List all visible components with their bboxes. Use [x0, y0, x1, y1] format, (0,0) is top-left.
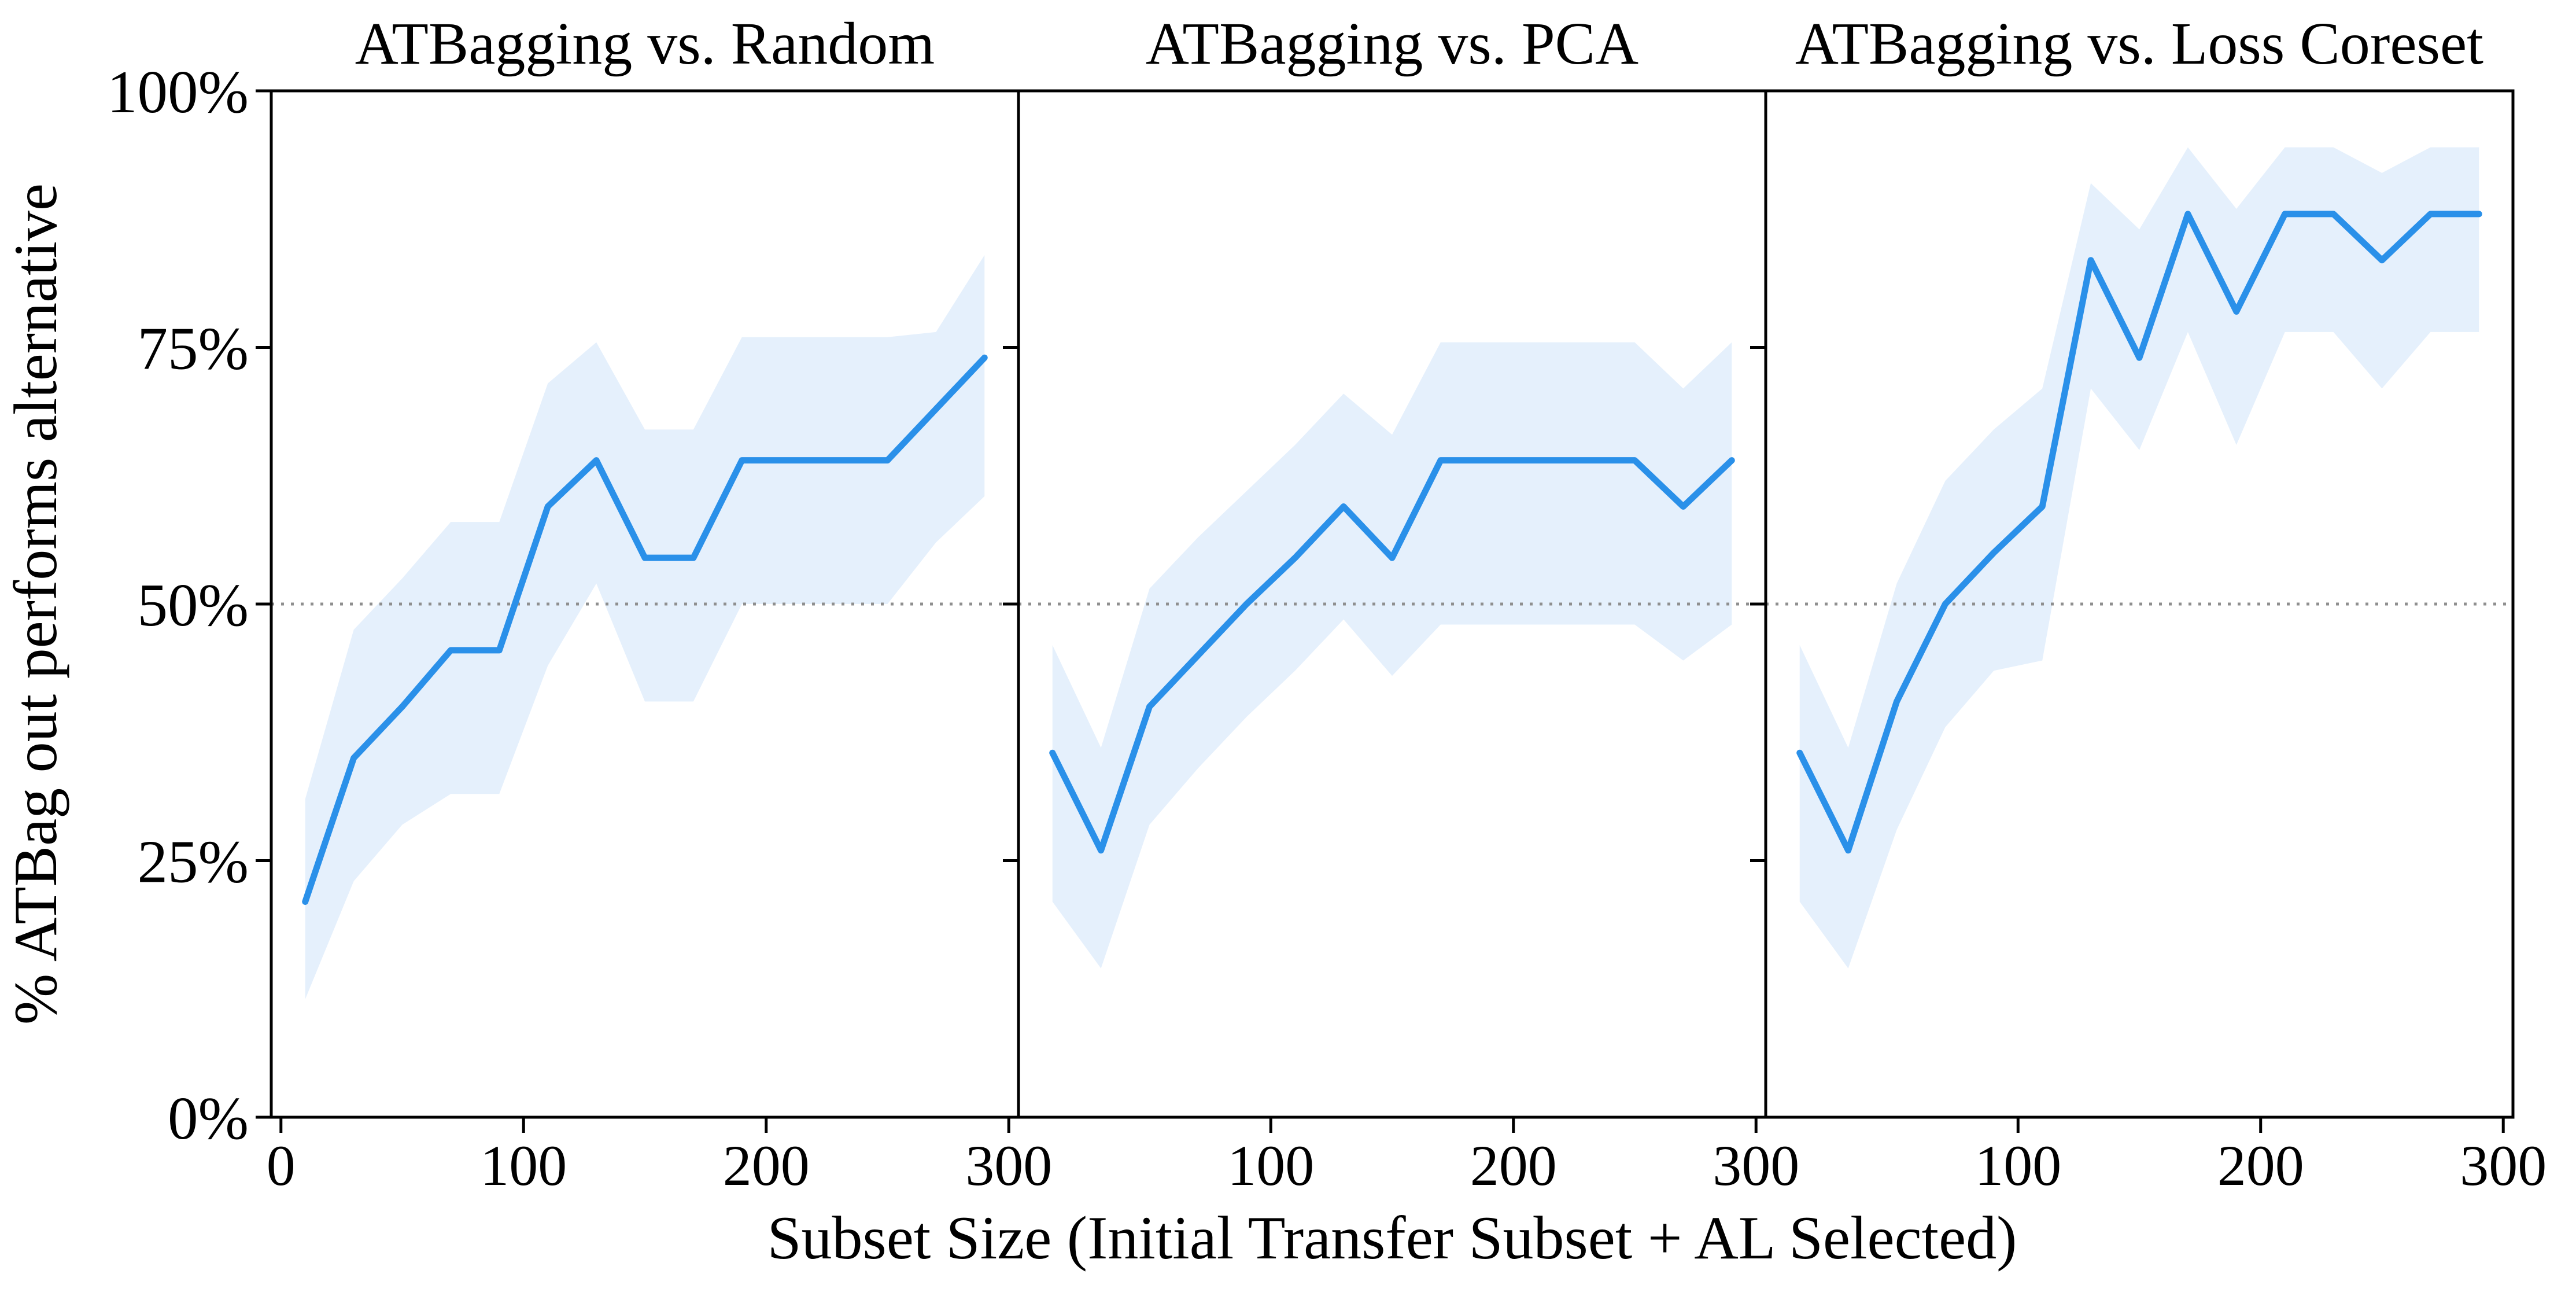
x-tick-label: 300: [2460, 1133, 2547, 1198]
x-tick-label: 100: [480, 1133, 567, 1198]
x-tick-label: 300: [965, 1133, 1052, 1198]
x-tick-label: 300: [1713, 1133, 1799, 1198]
series-line: [1049, 457, 1735, 854]
x-tick-label: 200: [723, 1133, 810, 1198]
confidence-band: [1052, 342, 1732, 969]
y-tick-label: 75%: [138, 315, 249, 382]
series-line: [1796, 211, 2482, 854]
x-tick-label: 200: [1470, 1133, 1557, 1198]
x-tick-label: 200: [2217, 1133, 2304, 1198]
confidence-band: [1799, 147, 2479, 969]
y-tick-label: 100%: [107, 58, 249, 126]
x-tick-label: 100: [1975, 1133, 2061, 1198]
x-axis-label: Subset Size (Initial Transfer Subset + A…: [767, 1204, 2017, 1272]
y-tick-label: 25%: [138, 828, 249, 896]
y-tick-label: 50%: [138, 571, 249, 639]
panel-title-pca: ATBagging vs. PCA: [1145, 10, 1639, 77]
y-axis-label: % ATBag out performs alternative: [2, 183, 69, 1025]
y-tick-label: 0%: [168, 1084, 249, 1152]
x-tick-label: 0: [267, 1133, 296, 1198]
x-tick-label: 100: [1227, 1133, 1314, 1198]
panel-title-loss-coreset: ATBagging vs. Loss Coreset: [1795, 10, 2484, 77]
confidence-band: [305, 255, 985, 999]
series-line: [302, 354, 988, 905]
panel-title-random: ATBagging vs. Random: [355, 10, 935, 77]
